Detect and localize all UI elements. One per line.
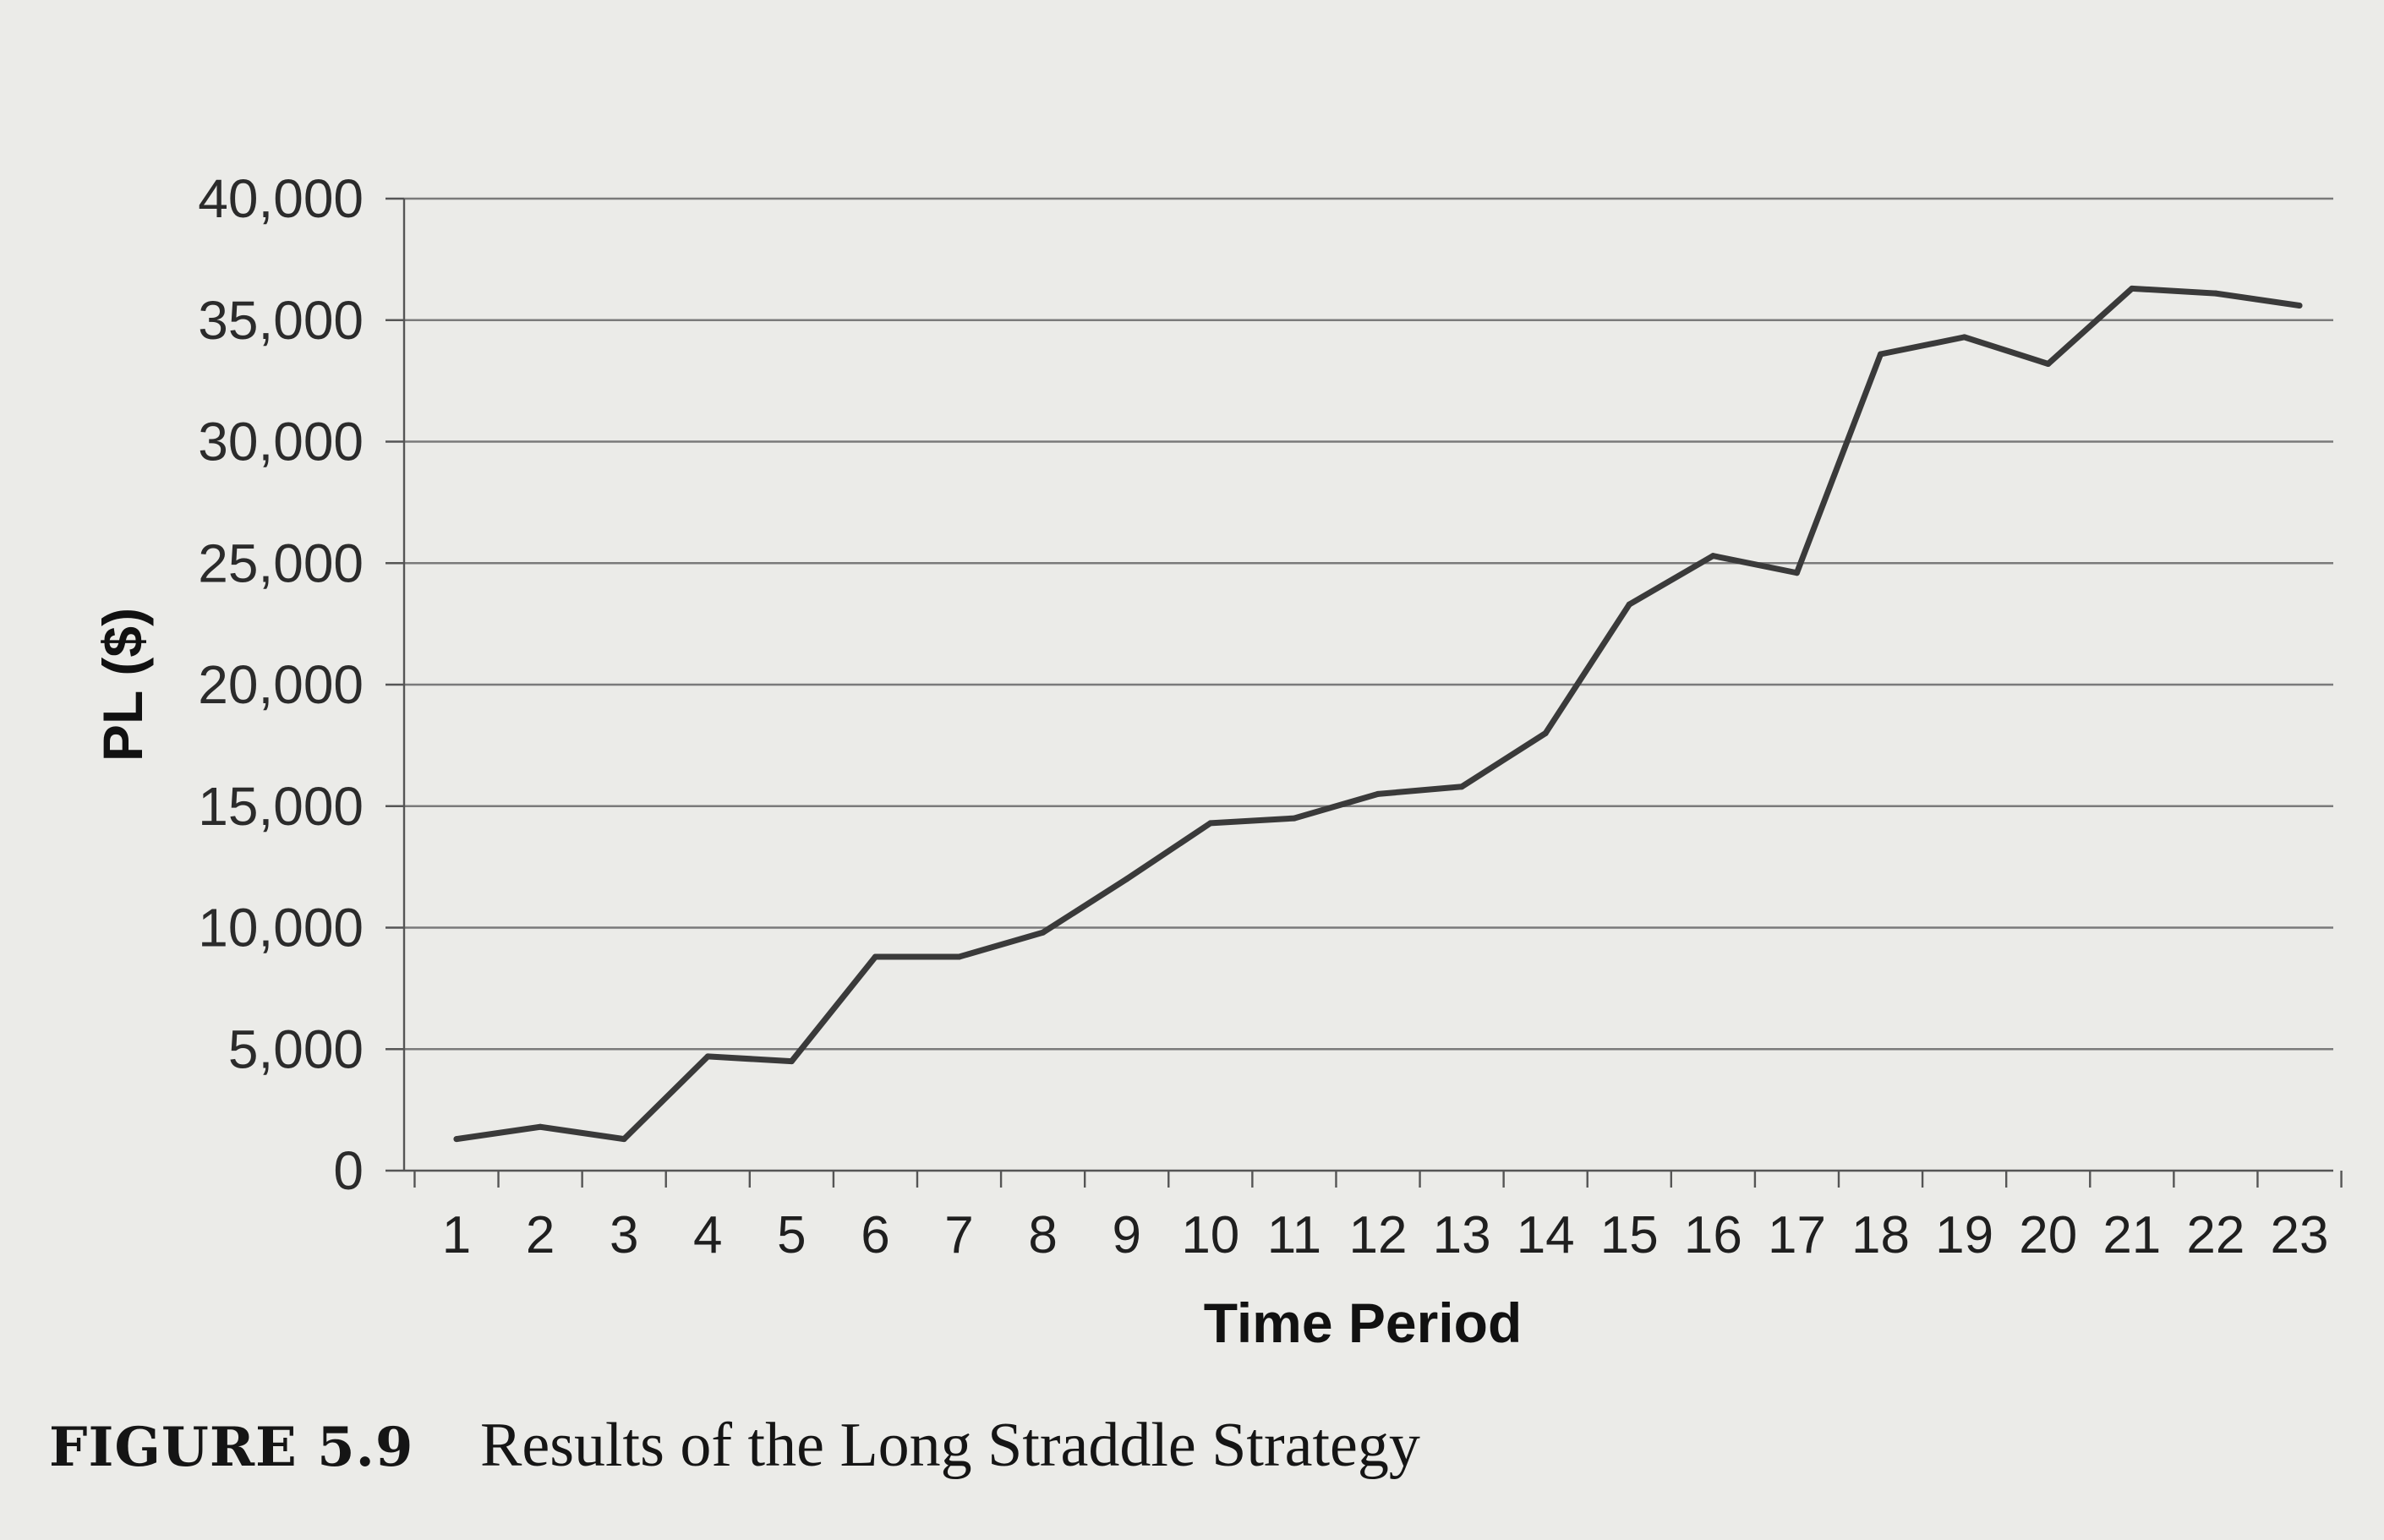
x-tick-label: 2 xyxy=(526,1206,555,1264)
data-point xyxy=(1458,784,1465,790)
data-point xyxy=(1040,929,1047,936)
x-tick-label: 17 xyxy=(1768,1206,1826,1264)
x-tick-label: 21 xyxy=(2102,1206,2161,1264)
x-tick-label: 16 xyxy=(1684,1206,1742,1264)
data-point xyxy=(872,953,878,960)
axes xyxy=(385,197,2343,1188)
data-point xyxy=(1542,730,1549,736)
x-tick-label: 1 xyxy=(442,1206,471,1264)
data-point xyxy=(537,1123,544,1130)
x-tick-label: 8 xyxy=(1028,1206,1057,1264)
x-tick-label: 18 xyxy=(1851,1206,1910,1264)
figure-caption: FIGURE 5.9 Results of the Long Straddle S… xyxy=(49,1410,2247,1494)
data-point xyxy=(1709,553,1716,560)
data-point xyxy=(1793,570,1800,576)
data-point xyxy=(2129,285,2135,292)
x-tick-label: 9 xyxy=(1112,1206,1140,1264)
x-tick-label: 23 xyxy=(2271,1206,2329,1264)
data-point xyxy=(1626,601,1632,608)
x-tick-label: 22 xyxy=(2186,1206,2245,1264)
x-tick-label: 4 xyxy=(693,1206,722,1264)
y-axis-title: PL ($) xyxy=(91,608,154,762)
x-tick-label: 6 xyxy=(861,1206,889,1264)
x-tick-label: 19 xyxy=(1935,1206,1993,1264)
series-line xyxy=(453,285,2303,1143)
y-tick-label: 15,000 xyxy=(198,776,364,837)
data-point xyxy=(621,1136,627,1143)
x-tick-label: 10 xyxy=(1181,1206,1239,1264)
x-tick-label: 3 xyxy=(610,1206,638,1264)
y-tick-label: 30,000 xyxy=(198,412,364,472)
x-tick-labels: 1 2 3 4 5 6 7 8 9 10 11 12 13 14 15 16 17 18 19 20 21 22 23 xyxy=(442,1206,2329,1264)
y-tick-label: 0 xyxy=(333,1140,364,1201)
data-point xyxy=(1961,334,1968,341)
caption-text: Results of the Long Straddle Strategy xyxy=(480,1411,1420,1480)
data-point xyxy=(1207,820,1214,827)
x-tick-label: 12 xyxy=(1349,1206,1408,1264)
data-point xyxy=(2212,290,2219,297)
x-tick-label: 14 xyxy=(1517,1206,1575,1264)
x-tick-label: 15 xyxy=(1600,1206,1659,1264)
x-tick-label: 11 xyxy=(1267,1206,1321,1264)
y-tick-label: 25,000 xyxy=(198,532,364,593)
data-point xyxy=(704,1053,711,1060)
y-tick-label: 10,000 xyxy=(198,898,364,958)
x-axis-title: Time Period xyxy=(1204,1292,1523,1354)
y-tick-labels: 0 5,000 10,000 15,000 20,000 25,000 30,000 35,0… xyxy=(198,168,364,1201)
data-point xyxy=(1124,876,1130,882)
data-point xyxy=(1375,790,1381,797)
y-tick-label: 20,000 xyxy=(198,654,364,715)
y-tick-label: 40,000 xyxy=(198,168,364,229)
series-layer xyxy=(453,285,2303,1143)
data-point xyxy=(2296,303,2303,309)
data-point xyxy=(1878,351,1884,358)
gridlines xyxy=(404,197,2333,1051)
figure-number: FIGURE 5.9 xyxy=(49,1416,414,1479)
y-tick-label: 35,000 xyxy=(198,290,364,351)
data-point xyxy=(1291,815,1298,822)
data-point xyxy=(2045,361,2052,367)
x-tick-label: 20 xyxy=(2019,1206,2077,1264)
x-tick-label: 5 xyxy=(777,1206,806,1264)
data-point xyxy=(956,953,963,960)
data-point xyxy=(453,1136,460,1143)
data-point xyxy=(788,1058,795,1065)
x-tick-label: 13 xyxy=(1433,1206,1491,1264)
x-tick-label: 7 xyxy=(944,1206,973,1264)
y-tick-label: 5,000 xyxy=(228,1018,364,1079)
